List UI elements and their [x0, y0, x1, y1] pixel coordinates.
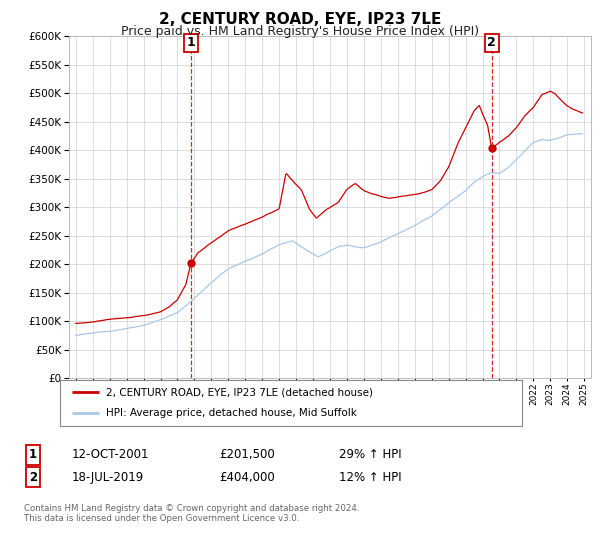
Text: 12% ↑ HPI: 12% ↑ HPI — [339, 470, 401, 484]
Text: HPI: Average price, detached house, Mid Suffolk: HPI: Average price, detached house, Mid … — [106, 408, 357, 418]
Text: 29% ↑ HPI: 29% ↑ HPI — [339, 448, 401, 461]
Text: 2: 2 — [487, 36, 496, 49]
Text: 1: 1 — [187, 36, 195, 49]
Text: £201,500: £201,500 — [219, 448, 275, 461]
Text: 1: 1 — [29, 448, 37, 461]
Text: Contains HM Land Registry data © Crown copyright and database right 2024.
This d: Contains HM Land Registry data © Crown c… — [24, 504, 359, 524]
Text: £404,000: £404,000 — [219, 470, 275, 484]
Text: 2: 2 — [29, 470, 37, 484]
Text: 12-OCT-2001: 12-OCT-2001 — [72, 448, 149, 461]
Text: 2, CENTURY ROAD, EYE, IP23 7LE (detached house): 2, CENTURY ROAD, EYE, IP23 7LE (detached… — [106, 387, 373, 397]
Text: Price paid vs. HM Land Registry's House Price Index (HPI): Price paid vs. HM Land Registry's House … — [121, 25, 479, 38]
Text: 2, CENTURY ROAD, EYE, IP23 7LE: 2, CENTURY ROAD, EYE, IP23 7LE — [159, 12, 441, 27]
Text: 18-JUL-2019: 18-JUL-2019 — [72, 470, 144, 484]
